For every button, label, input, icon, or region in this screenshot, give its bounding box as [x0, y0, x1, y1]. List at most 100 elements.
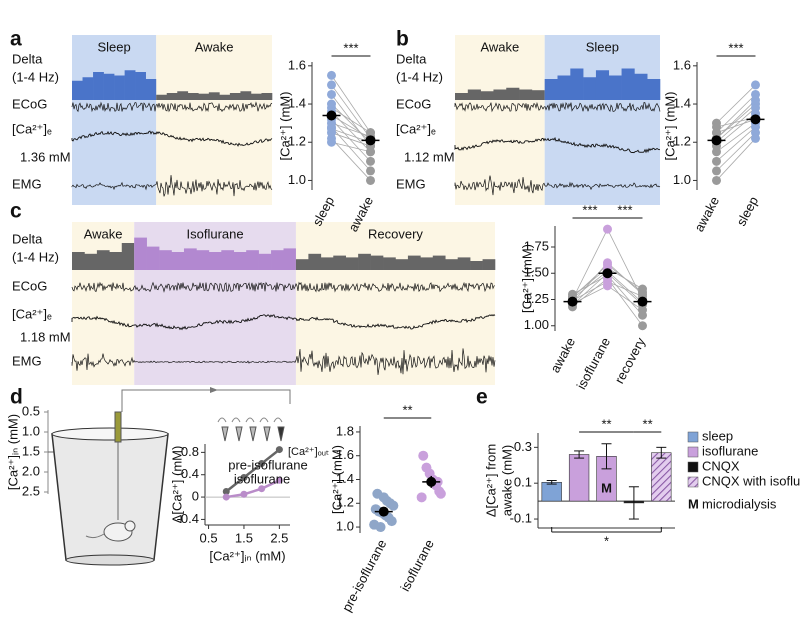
y-tick-label: 1.0	[288, 172, 306, 187]
y-tick-label: 1.75	[524, 238, 549, 253]
trace-label: [Ca²⁺]ₑ	[396, 121, 436, 136]
x-tick-label: awake	[691, 194, 722, 234]
delta-bar	[84, 253, 98, 270]
point	[416, 492, 427, 503]
delta-bar	[124, 70, 136, 100]
delta-bar	[295, 259, 309, 270]
series-line	[225, 448, 281, 493]
y-tick-label: 0.1	[514, 475, 532, 490]
legend-label: microdialysis	[702, 496, 777, 511]
delta-bar	[395, 259, 409, 270]
delta-bar	[171, 252, 185, 270]
subject-line	[716, 84, 756, 124]
trace-label: EMG	[12, 176, 42, 191]
delta-bar	[177, 91, 189, 100]
scale-label: 0.5	[22, 403, 40, 418]
delta-bar	[333, 255, 347, 270]
subject-line	[716, 107, 756, 143]
trace-label: 1.36 mM	[20, 149, 71, 164]
bar	[541, 481, 562, 502]
point	[638, 305, 647, 315]
delta-bar	[121, 243, 135, 270]
panel-label: e	[476, 386, 488, 409]
point	[712, 122, 721, 132]
point	[366, 166, 375, 176]
delta-bar	[493, 89, 507, 100]
point	[366, 156, 375, 166]
subject-line	[716, 122, 756, 153]
point	[418, 450, 429, 461]
trace-label: (1-4 Hz)	[12, 69, 59, 84]
delta-bar	[82, 77, 94, 100]
state-background	[455, 35, 545, 205]
calcium-trace	[71, 314, 496, 331]
point	[603, 224, 612, 234]
delta-bar	[261, 93, 273, 100]
y-tick-label: 1.25	[524, 291, 549, 306]
point	[327, 89, 336, 99]
x-tick-label: recovery	[612, 335, 649, 386]
trace-label: EMG	[12, 353, 42, 368]
subject-line	[716, 94, 756, 133]
point	[603, 281, 612, 291]
subject-line	[331, 122, 371, 137]
delta-bar	[457, 257, 471, 270]
x-tick-label: 2.5	[270, 530, 288, 545]
delta-bar	[72, 80, 83, 100]
legend-label: sleep	[702, 428, 733, 443]
significance: **	[643, 416, 653, 431]
point	[258, 485, 266, 493]
subject-line	[331, 132, 371, 147]
state-background	[134, 222, 296, 385]
delta-bar	[467, 89, 481, 100]
delta-bar	[420, 257, 434, 270]
calcium-trace	[71, 130, 273, 147]
y-tick-label: 1.2	[288, 134, 306, 149]
point	[366, 147, 375, 157]
series-label: isoflurane	[234, 471, 290, 486]
delta-bar	[135, 72, 146, 100]
point	[751, 133, 760, 143]
y-tick-label: 0.4	[181, 466, 199, 481]
bar	[651, 452, 672, 502]
subject-line	[331, 107, 371, 134]
point	[712, 147, 721, 157]
delta-bar	[219, 94, 231, 100]
significance: ***	[343, 40, 358, 55]
state-label: Awake	[84, 226, 123, 241]
point	[421, 462, 432, 473]
x-tick-label: sleep	[733, 194, 761, 228]
subject-line	[716, 138, 756, 181]
y-tick-label: 0.8	[181, 444, 199, 459]
delta-bar	[621, 68, 635, 100]
trace-label: Delta	[12, 231, 43, 246]
delta-bar	[208, 252, 222, 270]
subject-line	[331, 141, 371, 153]
state-label: Sleep	[97, 39, 130, 54]
panel-label: c	[10, 200, 22, 223]
point	[435, 488, 446, 499]
trace-label: 1.12 mM	[404, 149, 455, 164]
delta-bar	[145, 79, 157, 100]
delta-bar	[345, 257, 359, 270]
scale-label: 2.0	[22, 463, 40, 478]
point	[240, 474, 248, 482]
delta-bar	[198, 93, 210, 100]
trace-label: ECoG	[12, 96, 47, 111]
delta-bar	[531, 90, 545, 100]
legend-swatch	[687, 431, 699, 443]
y-tick-label: 1.0	[336, 518, 354, 533]
trace-label: (1-4 Hz)	[396, 69, 443, 84]
state-background	[295, 222, 495, 385]
delta-bar	[308, 253, 322, 270]
state-label: Awake	[195, 39, 234, 54]
y-axis-label: [Ca²⁺] (mM)	[277, 92, 292, 161]
ecog-trace	[454, 101, 661, 113]
series-label: pre-isoflurane	[228, 457, 308, 472]
delta-bar	[544, 79, 558, 100]
panel-label: a	[10, 28, 22, 51]
legend-label: isoflurane	[702, 443, 758, 458]
mean-dot	[750, 114, 761, 125]
